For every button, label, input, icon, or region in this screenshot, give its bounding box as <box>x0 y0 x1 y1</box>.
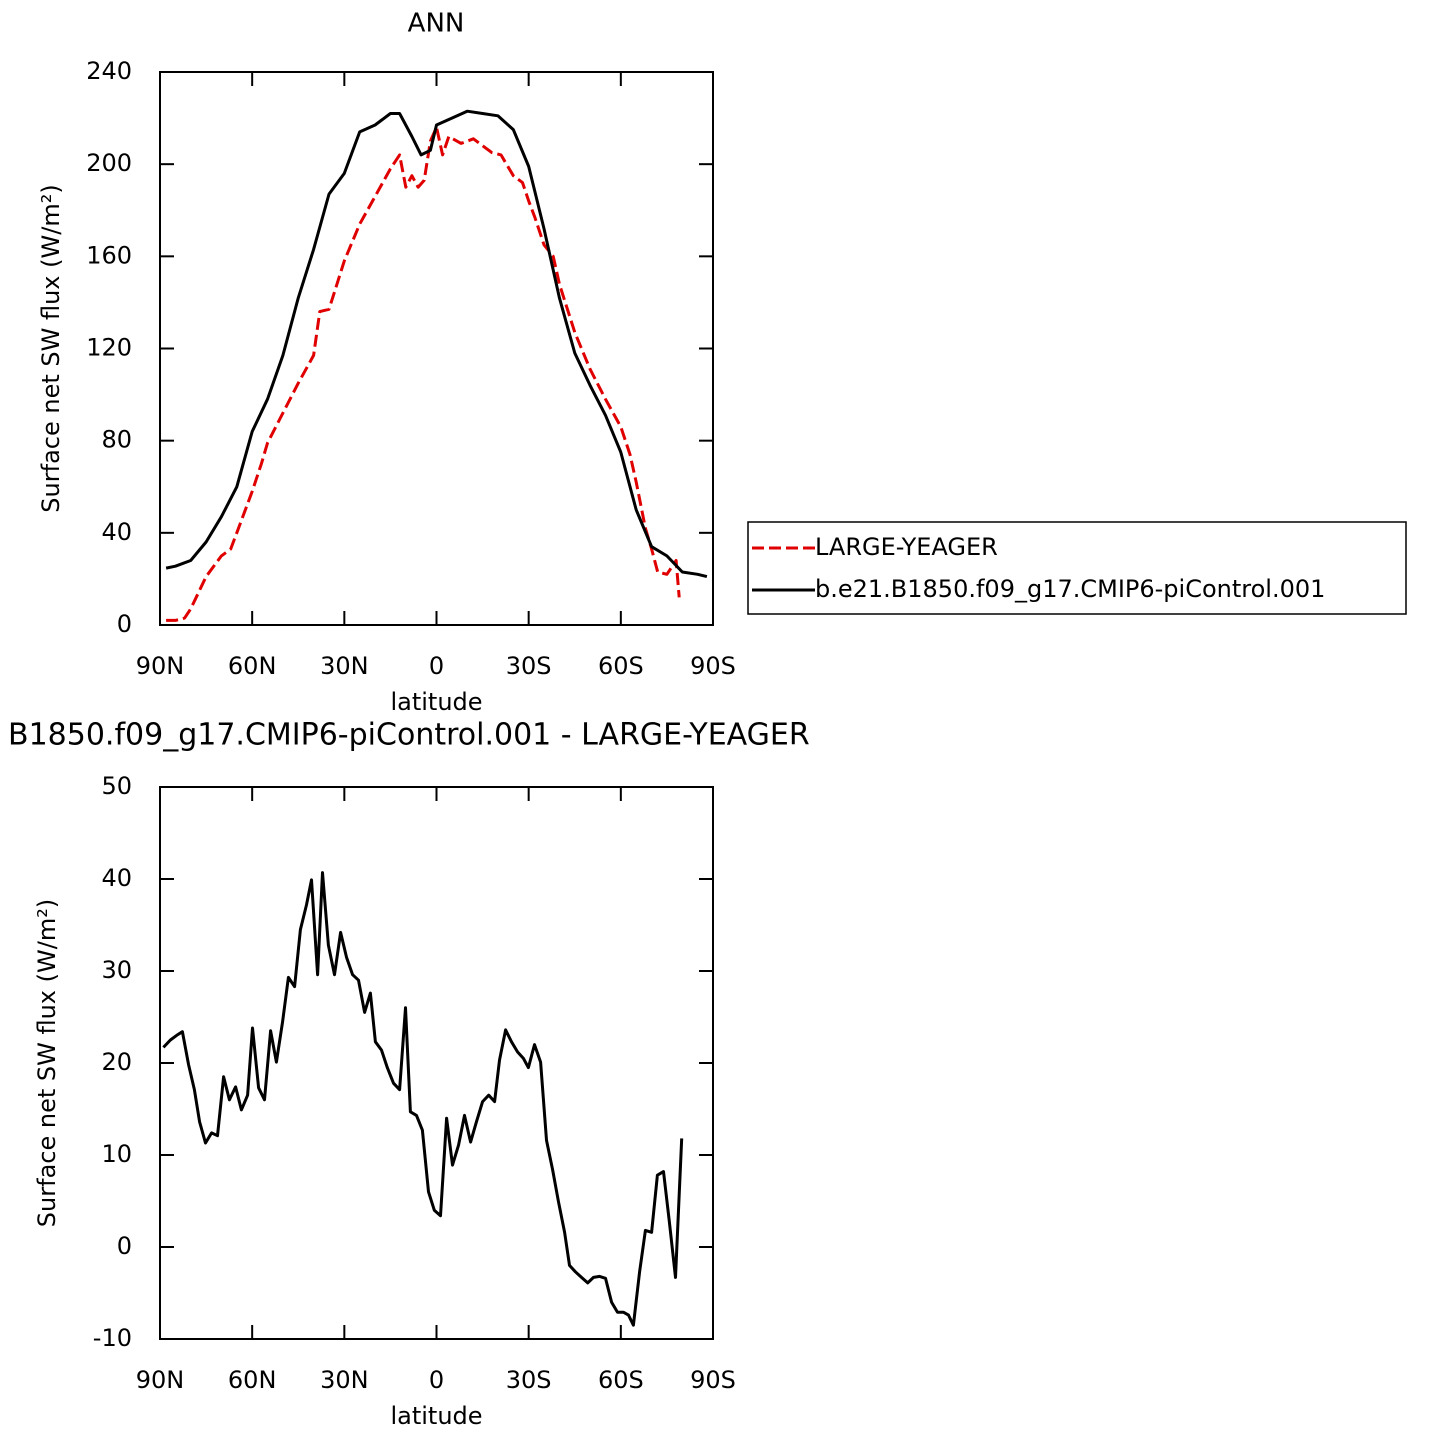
y-axis-label: Surface net SW flux (W/m²) <box>37 184 65 512</box>
x-tick-label: 90S <box>690 652 736 680</box>
y-tick-label: 20 <box>101 1048 132 1076</box>
y-tick-label: 40 <box>101 518 132 546</box>
x-tick-label: 60S <box>598 652 644 680</box>
y-tick-label: 0 <box>117 1232 132 1260</box>
x-tick-label: 90N <box>136 652 185 680</box>
y-tick-label: 0 <box>117 610 132 638</box>
x-tick-label: 30N <box>320 1366 369 1394</box>
data-line <box>165 109 708 579</box>
x-tick-label: 60N <box>228 652 277 680</box>
x-tick-label: 0 <box>429 1366 444 1394</box>
chart-title: B1850.f09_g17.CMIP6-piControl.001 - LARG… <box>8 718 810 753</box>
legend-box <box>747 521 1407 615</box>
data-line <box>162 871 684 1327</box>
data-line <box>166 125 681 622</box>
y-tick-label: 40 <box>101 864 132 892</box>
x-axis-label: latitude <box>390 1402 482 1430</box>
x-axis-label: latitude <box>390 688 482 716</box>
x-tick-label: 30N <box>320 652 369 680</box>
plot-frame <box>159 786 714 1340</box>
x-tick-label: 30S <box>506 1366 552 1394</box>
y-tick-label: 200 <box>86 149 132 177</box>
y-tick-label: 30 <box>101 956 132 984</box>
legend-label: b.e21.B1850.f09_g17.CMIP6-piControl.001 <box>815 575 1325 603</box>
x-tick-label: 60S <box>598 1366 644 1394</box>
x-tick-label: 90N <box>136 1366 185 1394</box>
plot-frame <box>159 71 714 626</box>
y-tick-label: 120 <box>86 334 132 362</box>
x-tick-label: 30S <box>506 652 552 680</box>
chart-title: ANN <box>408 9 465 39</box>
y-tick-label: 160 <box>86 241 132 269</box>
y-tick-label: 50 <box>101 772 132 800</box>
y-tick-label: 80 <box>101 426 132 454</box>
y-tick-label: 10 <box>101 1140 132 1168</box>
legend-label: LARGE-YEAGER <box>815 533 998 561</box>
y-tick-label: 240 <box>86 57 132 85</box>
y-tick-label: -10 <box>93 1324 132 1352</box>
x-tick-label: 90S <box>690 1366 736 1394</box>
y-axis-label: Surface net SW flux (W/m²) <box>33 899 61 1227</box>
x-tick-label: 60N <box>228 1366 277 1394</box>
x-tick-label: 0 <box>429 652 444 680</box>
